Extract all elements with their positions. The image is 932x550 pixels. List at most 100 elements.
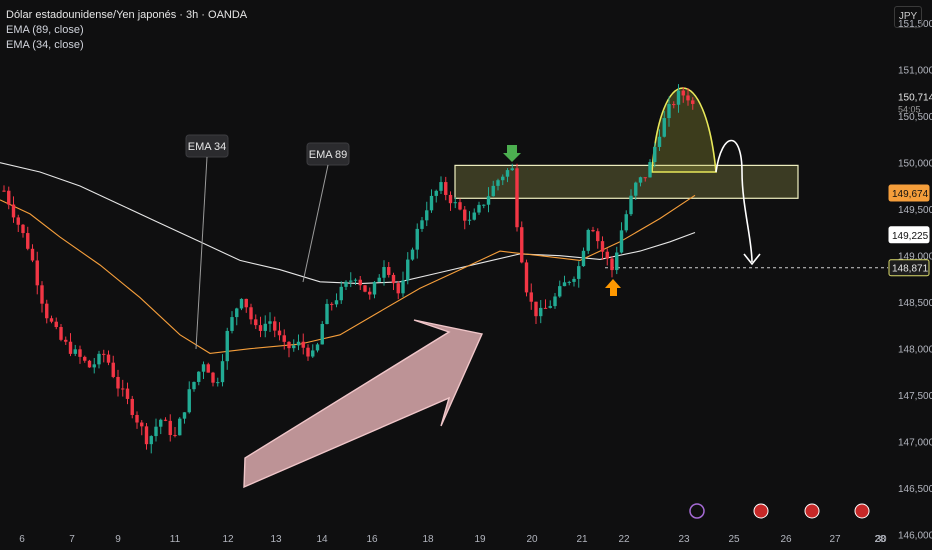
candle-body xyxy=(448,194,453,204)
candle-body xyxy=(197,371,201,382)
candle-body xyxy=(140,422,144,427)
candle-body xyxy=(472,212,476,220)
y-tick-label: 147,500 xyxy=(898,391,932,402)
ema34-price-tag-bg xyxy=(888,184,930,202)
ema89-price-tag-bg xyxy=(888,226,930,244)
ema34-label-connector xyxy=(195,156,208,350)
candle-body xyxy=(515,168,519,228)
candle-body xyxy=(344,281,348,287)
candle-body xyxy=(2,190,6,192)
ema34-price-tag: 149,674 xyxy=(892,189,929,200)
candle-body xyxy=(173,435,177,437)
x-tick-label: 28 xyxy=(874,534,886,545)
candle-body xyxy=(553,296,557,307)
candle-body xyxy=(420,220,424,229)
rounded-top-curve xyxy=(651,87,717,173)
candle-body xyxy=(306,347,310,357)
candle-body xyxy=(68,341,73,354)
candle-body xyxy=(439,182,443,191)
candle-body xyxy=(496,180,500,186)
candle-body xyxy=(567,281,571,283)
y-tick-label: 149,000 xyxy=(898,252,932,263)
candle-body xyxy=(225,330,229,362)
x-tick-label: 13 xyxy=(270,534,282,545)
candle-body xyxy=(206,364,210,373)
candle-body xyxy=(543,307,548,309)
axes: 146,000 146,500 147,000 147,500 148,000 148,5… xyxy=(19,19,932,545)
candle-body xyxy=(211,372,215,383)
y-tick-label: 151,500 xyxy=(898,19,932,30)
us-flag-event-icon xyxy=(753,503,769,519)
candle-body xyxy=(21,224,25,234)
candle-body xyxy=(619,230,624,253)
level-price-tag: 148,871 xyxy=(892,264,929,275)
chart-legend: Dólar estadounidense/Yen japonés · 3h · … xyxy=(6,8,247,53)
symbol-title[interactable]: Dólar estadounidense/Yen japonés · 3h · … xyxy=(6,9,248,21)
candle-body xyxy=(572,278,576,282)
legend-ema34[interactable]: EMA (34, close) xyxy=(6,39,84,51)
candle-body xyxy=(662,118,666,137)
candle-body xyxy=(600,241,605,252)
last-price-tag: 150,714 xyxy=(898,92,932,103)
candle-body xyxy=(539,307,543,317)
candle-body xyxy=(339,286,343,301)
x-tick-label: 26 xyxy=(780,534,792,545)
candle-body xyxy=(453,202,457,204)
candle-body xyxy=(30,248,35,261)
y-tick-label: 146,000 xyxy=(898,531,932,542)
candle-body xyxy=(463,209,467,221)
candle-body xyxy=(406,259,410,281)
y-tick-label: 151,000 xyxy=(898,66,932,77)
projection-arrowhead xyxy=(743,253,761,266)
candle-body xyxy=(615,252,619,271)
candle-body xyxy=(249,307,253,320)
candle-body xyxy=(130,398,134,415)
candle-body xyxy=(216,382,220,384)
candle-body xyxy=(40,285,44,304)
us-flag-event-icon xyxy=(804,503,820,519)
candle-body xyxy=(363,285,367,292)
candle-body xyxy=(111,362,115,377)
y-tick-label: 148,500 xyxy=(898,298,932,309)
candle-body xyxy=(425,210,429,221)
candle-body xyxy=(586,229,590,251)
x-tick-label: 6 xyxy=(19,534,25,545)
candle-body xyxy=(667,104,671,119)
candle-body xyxy=(83,356,87,361)
candle-body xyxy=(92,364,96,368)
candle-body xyxy=(159,419,163,427)
x-tick-label: 23 xyxy=(678,534,690,545)
y-tick-label: 150,000 xyxy=(898,159,932,170)
lightning-event-icon xyxy=(689,503,705,519)
candle-body xyxy=(657,136,662,147)
candle-body xyxy=(410,249,415,260)
candle-body xyxy=(49,318,54,322)
candle-body xyxy=(97,353,101,365)
candle-body xyxy=(629,195,633,215)
candle-body xyxy=(192,381,196,390)
x-tick-label: 11 xyxy=(170,534,181,545)
x-tick-label: 18 xyxy=(422,534,434,545)
candle-body xyxy=(311,350,315,357)
currency-button[interactable]: JPY xyxy=(894,6,922,28)
candle-body xyxy=(135,414,139,423)
candle-body xyxy=(401,280,405,294)
projection-path xyxy=(715,139,753,263)
candle-body xyxy=(45,303,49,319)
candle-body xyxy=(154,426,158,437)
bullish-trend-arrow xyxy=(243,319,483,489)
candle-body xyxy=(477,204,481,213)
candle-body xyxy=(334,300,339,305)
candle-body xyxy=(26,233,30,249)
candle-body xyxy=(534,301,538,317)
candle-body xyxy=(387,267,391,275)
candle-body xyxy=(648,162,652,178)
y-tick-label: 146,500 xyxy=(898,484,932,495)
candle-body xyxy=(239,298,244,309)
candle-body xyxy=(368,291,372,295)
ema34-line xyxy=(0,194,696,354)
legend-ema89[interactable]: EMA (89, close) xyxy=(6,24,84,36)
candle-body xyxy=(505,170,510,177)
candle-body xyxy=(562,282,567,287)
